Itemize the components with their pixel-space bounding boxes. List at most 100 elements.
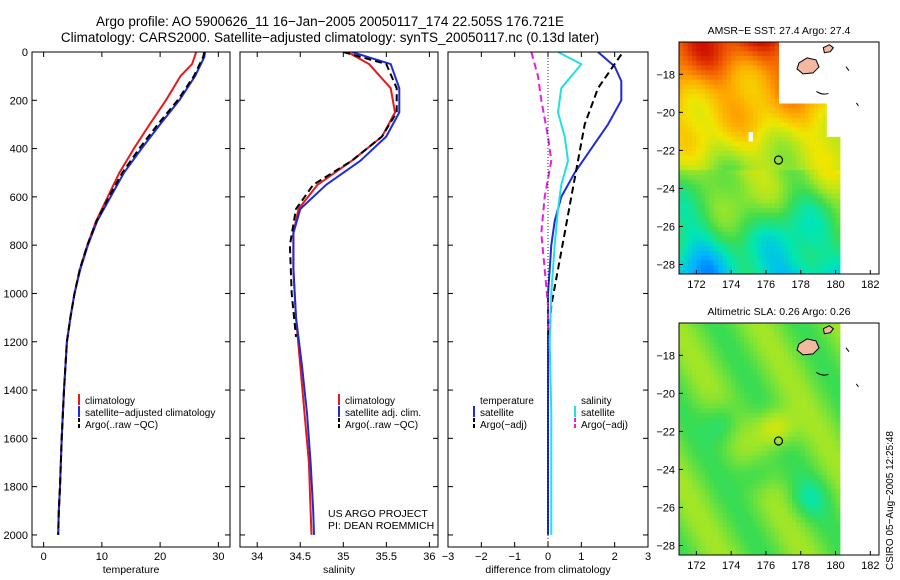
sst-map-cell xyxy=(826,226,832,232)
sla-map-cell xyxy=(783,331,789,337)
sla-map-cell xyxy=(822,436,828,442)
sla-map-cell xyxy=(831,393,837,399)
sla-map-cell xyxy=(792,474,797,480)
sst-map-cell xyxy=(713,183,719,190)
sst-map-cell xyxy=(779,136,784,142)
sst-map-cell xyxy=(744,112,750,118)
sst-map-cell xyxy=(800,221,806,228)
sla-map-cell xyxy=(774,364,780,371)
sla-map-cell xyxy=(779,374,784,380)
sla-map-cell xyxy=(735,498,741,504)
sst-map-cell xyxy=(770,202,776,209)
sst-map-cell xyxy=(744,183,750,190)
sst-map-cell xyxy=(752,169,758,175)
sla-map-cell xyxy=(726,388,732,394)
sla-map-cell xyxy=(774,323,780,328)
sst-map-cell xyxy=(787,145,793,151)
sla-map-cell xyxy=(744,336,750,342)
sla-map-cell xyxy=(822,412,828,418)
sla-map-cell xyxy=(766,521,771,528)
sla-map-cell xyxy=(683,336,689,342)
sst-map-cell xyxy=(705,169,710,175)
sla-map-cell xyxy=(679,369,684,375)
sla-map-cell xyxy=(766,417,771,423)
sla-map-cell xyxy=(826,345,832,352)
sla-map-cell xyxy=(709,326,715,333)
sla-map-cell xyxy=(818,517,823,523)
sla-map-cell xyxy=(713,550,719,555)
sst-map-cell xyxy=(813,159,819,166)
sst-map-cell xyxy=(792,264,797,270)
sst-map-cell xyxy=(792,136,797,142)
sst-map-cell xyxy=(705,240,710,247)
sla-map-cell xyxy=(787,464,793,471)
sst-map-cell xyxy=(748,126,754,132)
sla-map-cell xyxy=(779,517,784,523)
sla-map-cell xyxy=(731,436,737,442)
sla-map-cell xyxy=(700,393,706,399)
sla-map-cell xyxy=(822,323,828,328)
sst-map-cell xyxy=(779,250,784,256)
sla-map-cell xyxy=(709,426,715,432)
sst-map-cell xyxy=(800,264,806,270)
sla-map-cell xyxy=(692,502,697,509)
sla-map-cell xyxy=(792,545,797,551)
sla-map-cell xyxy=(679,498,684,504)
sst-map-cell xyxy=(800,178,806,185)
sst-map-cell xyxy=(826,169,832,175)
sla-map-cell xyxy=(679,417,684,423)
sla-map-cell xyxy=(783,431,789,437)
sla-map-cell xyxy=(735,421,741,428)
sst-map-cell xyxy=(748,136,754,142)
sst-map-cell xyxy=(779,245,784,251)
sla-map-cell xyxy=(800,483,806,490)
sla-map-cell xyxy=(770,464,776,471)
sla-map-cell xyxy=(835,326,841,333)
sla-map-cell xyxy=(718,326,723,333)
sla-map-cell xyxy=(739,369,745,375)
sst-map-cell xyxy=(709,98,715,104)
sla-map-cell xyxy=(748,412,754,418)
sst-map-cell xyxy=(735,79,741,85)
sst-map-cell xyxy=(809,159,815,166)
sla-map-cell xyxy=(813,550,819,555)
sst-map-cell xyxy=(739,55,745,61)
sst-map-cell xyxy=(835,93,841,99)
sst-map-cell xyxy=(813,226,819,232)
sla-map-cell xyxy=(692,545,697,551)
sst-map-cell xyxy=(748,164,754,171)
sst-map-cell xyxy=(687,197,693,204)
sla-map-cell xyxy=(692,550,697,555)
sst-map-cell xyxy=(713,121,719,128)
sst-map-cell xyxy=(683,174,689,180)
sst-map-cell xyxy=(709,93,715,99)
sla-map-cell xyxy=(792,483,797,490)
sst-map-cell xyxy=(700,50,706,56)
sla-map-cell xyxy=(787,531,793,537)
sla-map-cell xyxy=(835,469,841,475)
sla-map-cell xyxy=(779,341,784,347)
sla-map-cell xyxy=(822,502,828,509)
sst-map-cell xyxy=(744,217,750,223)
sla-map-cell xyxy=(787,450,793,456)
sla-map-cell xyxy=(683,536,689,542)
sla-map-cell xyxy=(726,526,732,532)
sla-map-cell xyxy=(783,436,789,442)
sst-map-cell xyxy=(766,60,771,66)
sla-map-cell xyxy=(757,502,763,509)
sst-map-xtick-label: 176 xyxy=(757,279,775,291)
sst-map-cell xyxy=(739,74,745,80)
sla-map-cell xyxy=(774,331,780,337)
sst-map-cell xyxy=(687,226,693,232)
sla-map-cell xyxy=(822,526,828,532)
sst-map-cell xyxy=(783,60,789,66)
sla-map-cell xyxy=(770,459,776,466)
sla-map-cell xyxy=(822,350,828,356)
sla-map-cell xyxy=(813,374,819,380)
sst-map-cell xyxy=(713,140,719,147)
sst-map-cell xyxy=(809,240,815,247)
sla-map-cell xyxy=(731,323,737,328)
sst-map-cell xyxy=(766,245,771,251)
sst-map-cell xyxy=(809,164,815,171)
sla-map-cell xyxy=(761,550,767,555)
